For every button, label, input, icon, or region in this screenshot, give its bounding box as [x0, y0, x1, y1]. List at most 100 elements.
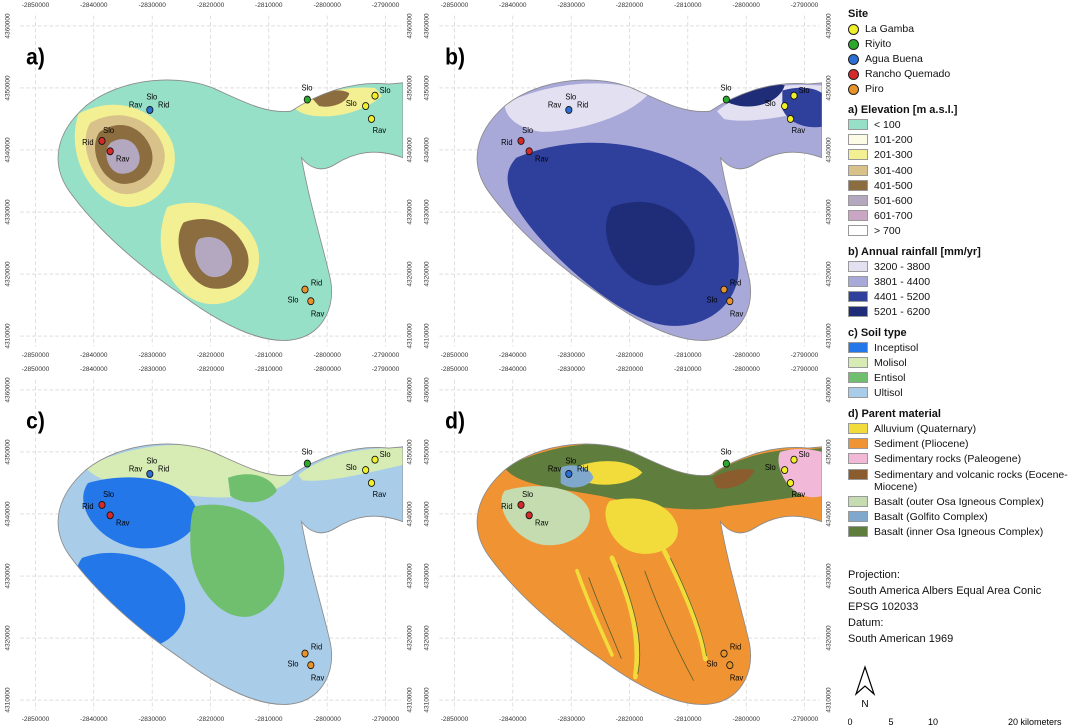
legend-item-label: > 700 [874, 224, 901, 237]
legend-swatch [848, 387, 868, 399]
legend-item-label: Sedimentary and volcanic rocks (Eocene-M… [874, 468, 1068, 493]
axis-tick-label: -2830000 [557, 716, 585, 723]
site-point-label: Rav [373, 490, 386, 499]
axis-tick-label: 4320000 [423, 625, 431, 651]
axis-tick-label: -2800000 [313, 366, 341, 373]
site-marker-la-gamba [367, 479, 376, 487]
site-point-label: Rav [792, 126, 805, 135]
axis-tick-label: -2840000 [80, 2, 108, 9]
legend-item: 201-300 [848, 149, 1076, 161]
axis-tick-label: 4330000 [423, 563, 431, 589]
axis-tick-label: 4340000 [406, 137, 414, 163]
legend-item-label: Inceptisol [874, 342, 919, 355]
site-point-label: Rid [82, 501, 93, 510]
axis-tick-label: -2800000 [313, 2, 341, 9]
axis-tick-label: 4340000 [4, 137, 12, 163]
site-color-dot [848, 69, 859, 81]
north-arrow-icon: N [854, 664, 876, 710]
legend-swatch [848, 290, 868, 302]
axis-tick-label: 4340000 [4, 501, 12, 527]
axis-tick-label: 4310000 [423, 687, 431, 713]
legend-item: Ultisol [848, 387, 1076, 399]
site-point-label: Rid [577, 100, 588, 109]
legend-item: Rancho Quemado [848, 68, 1076, 81]
site-marker-piro [307, 661, 315, 670]
legend-section-parent_material: d) Parent material Alluvium (Quaternary) S… [848, 408, 1076, 538]
legend-item-label: Alluvium (Quaternary) [874, 423, 977, 436]
axis-tick-label: 4330000 [4, 563, 12, 589]
legend-swatch [848, 119, 868, 131]
site-point-label: Rav [129, 464, 142, 473]
axis-tick-label: -2810000 [674, 366, 702, 373]
axis-tick-label: 4310000 [406, 687, 414, 713]
site-point-label: Slo [302, 447, 313, 456]
site-marker-agua-buena [565, 469, 573, 478]
legend-item-label: Riyito [865, 38, 892, 51]
site-point-label: Slo [380, 450, 391, 459]
site-point-label: Rav [311, 309, 324, 318]
legend-item: Basalt (inner Osa Igneous Complex) [848, 525, 1076, 538]
site-point-label: Slo [346, 463, 357, 472]
north-label: N [861, 699, 868, 710]
scale-bar: 0 5 10 20 kilometers [848, 717, 1062, 727]
site-marker-rancho-quemado [106, 511, 114, 520]
axis-tick-label: 4310000 [825, 323, 833, 349]
axis-tick-label: -2830000 [557, 366, 585, 373]
legend-swatch [848, 275, 868, 287]
legend-item-label: 101-200 [874, 134, 913, 147]
axis-tick-label: -2800000 [732, 352, 760, 359]
site-marker-la-gamba [786, 479, 795, 487]
site-point-label: Rid [577, 464, 588, 473]
axis-tick-label: 4320000 [406, 625, 414, 651]
axis-tick-label: -2850000 [21, 2, 50, 9]
legend-item: Piro [848, 83, 1076, 96]
site-marker-rancho-quemado [98, 136, 106, 145]
axis-tick-label: -2790000 [790, 716, 819, 723]
legend-item-label: 601-700 [874, 209, 913, 222]
axis-tick-label: -2850000 [21, 366, 50, 373]
axis-tick-label: -2840000 [80, 716, 108, 723]
axis-tick-label: 4330000 [4, 199, 12, 225]
legend-item-label: 3801 - 4400 [874, 275, 931, 288]
site-marker-la-gamba [371, 91, 379, 100]
projection-line: EPSG 102033 [848, 600, 919, 613]
legend-item-label: Sediment (Pliocene) [874, 438, 969, 451]
axis-tick-label: -2830000 [138, 366, 166, 373]
site-marker-riyito [722, 459, 730, 468]
site-marker-la-gamba [786, 115, 795, 123]
axis-tick-label: -2820000 [196, 716, 225, 723]
axis-tick-label: 4330000 [825, 199, 833, 225]
axis-tick-label: -2820000 [615, 2, 644, 9]
axis-tick-label: 4360000 [4, 377, 12, 403]
legend-sections: Site La Gamba Riyito Agua Buena Rancho Quema… [848, 8, 1076, 538]
site-marker-piro [301, 649, 309, 658]
legend-item-label: 301-400 [874, 164, 913, 177]
site-marker-la-gamba [790, 455, 798, 464]
legend-item-label: Basalt (outer Osa Igneous Complex) [874, 495, 1044, 508]
legend-item: 301-400 [848, 164, 1076, 177]
site-marker-riyito [303, 459, 311, 468]
legend-item: Alluvium (Quaternary) [848, 423, 1076, 435]
axis-tick-label: -2850000 [440, 2, 469, 9]
axis-tick-label: -2810000 [674, 352, 702, 359]
site-point-label: Rav [730, 309, 743, 318]
legend-item: Basalt (Golfito Complex) [848, 510, 1076, 523]
map-area-a: Slo Slo Rav Slo Rav Slo Rid Slo Rid Rav Rid Slo Rav a… [18, 13, 403, 349]
axis-tick-label: 4330000 [406, 199, 414, 225]
legend-item: Inceptisol [848, 342, 1076, 354]
legend-swatch [848, 306, 868, 317]
site-point-label: Rid [158, 100, 169, 109]
legend-item: Sedimentary rocks (Paleogene) [848, 453, 1076, 465]
axis-tick-label: -2790000 [371, 716, 400, 723]
axis-tick-label: 4320000 [4, 625, 12, 651]
site-marker-la-gamba [367, 115, 376, 123]
site-point-label: Slo [146, 456, 157, 465]
axis-tick-label: 4340000 [825, 137, 833, 163]
axis-tick-label: 4360000 [423, 377, 431, 403]
legend-swatch [848, 525, 868, 537]
axis-tick-label: -2800000 [732, 716, 760, 723]
site-marker-piro [301, 285, 309, 294]
legend-item: Agua Buena [848, 53, 1076, 66]
legend-swatch [848, 372, 868, 384]
